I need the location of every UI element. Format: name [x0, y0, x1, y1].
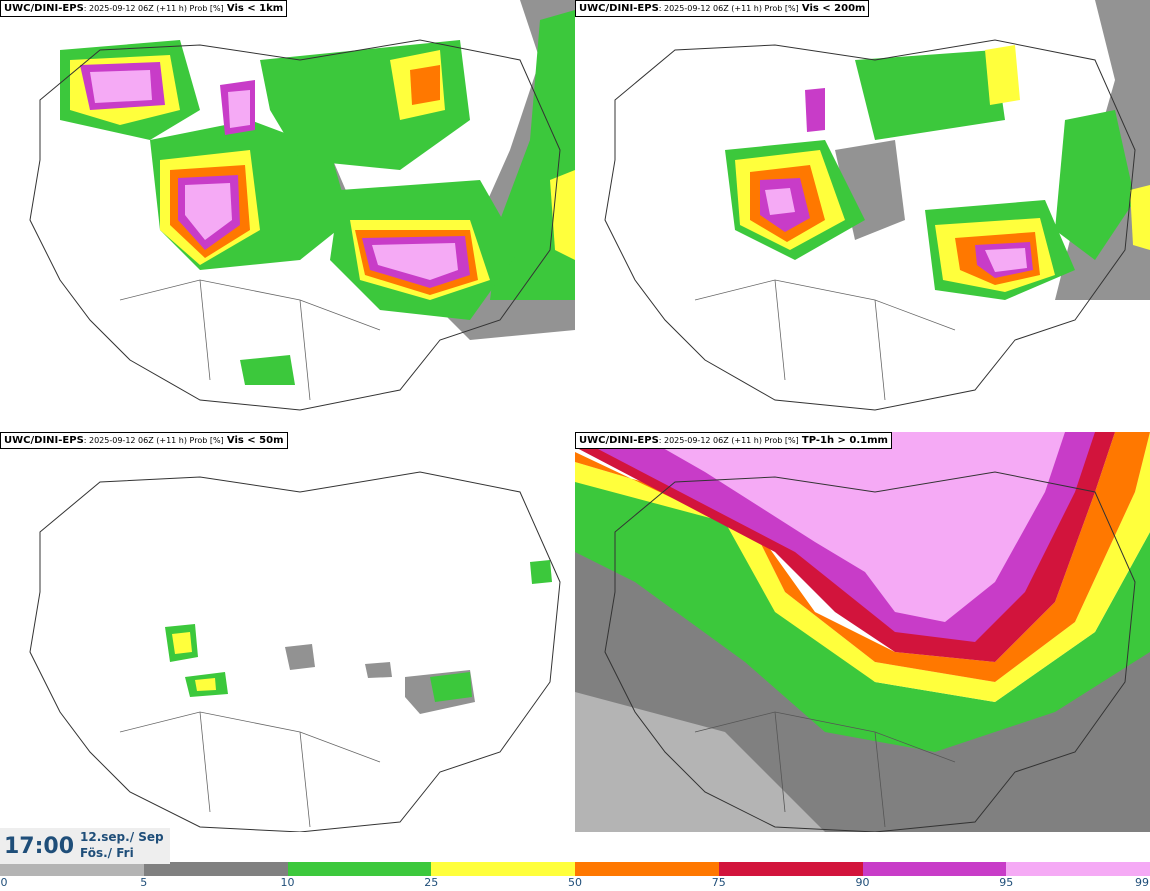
map-panel-vis-1km: UWC/DINI-EPS: 2025-09-12 06Z (+11 h) Pro…: [0, 0, 575, 432]
colorbar-tick-label: 5: [140, 876, 148, 889]
variable-name: Vis < 200m: [801, 3, 866, 14]
variable-name: TP-1h > 0.1mm: [801, 435, 888, 446]
colorbar-tick-label: 50: [568, 876, 582, 889]
panel-title: UWC/DINI-EPS: 2025-09-12 06Z (+11 h) Pro…: [575, 432, 892, 449]
colorbar-tick-label: 90: [855, 876, 870, 889]
colorbar-tick-label: 99: [1135, 876, 1149, 889]
model-name: UWC/DINI-EPS: [4, 3, 84, 14]
model-name: UWC/DINI-EPS: [579, 3, 659, 14]
colorbar-segment: [1006, 862, 1150, 876]
colorbar-segment: [0, 862, 144, 876]
model-name: UWC/DINI-EPS: [579, 435, 659, 446]
colorbar-segment: [575, 862, 719, 876]
variable-name: Vis < 1km: [226, 3, 284, 14]
panel-title: UWC/DINI-EPS: 2025-09-12 06Z (+11 h) Pro…: [0, 432, 288, 449]
map-panel-precip: UWC/DINI-EPS: 2025-09-12 06Z (+11 h) Pro…: [575, 432, 1150, 864]
colorbar-segment: [143, 862, 288, 876]
colorbar-tick-label: 10: [280, 876, 295, 889]
variable-name: Vis < 50m: [226, 435, 284, 446]
model-name: UWC/DINI-EPS: [4, 435, 84, 446]
map-precip: [575, 432, 1150, 832]
colorbar-segment: [431, 862, 575, 876]
run-info: : 2025-09-12 06Z (+11 h) Prob [%]: [658, 436, 799, 445]
colorbar-tick-label: 95: [999, 876, 1014, 889]
map-vis-1km: [29, 0, 575, 411]
panel-title: UWC/DINI-EPS: 2025-09-12 06Z (+11 h) Pro…: [0, 0, 288, 17]
run-info: : 2025-09-12 06Z (+11 h) Prob [%]: [83, 4, 224, 13]
colorbar-tick-label: 0: [0, 876, 8, 889]
probability-colorbar: 0 5 10 25 50 75 90 95 99: [0, 862, 1150, 891]
map-vis-200m: [604, 0, 1150, 411]
colorbar-segment: [718, 862, 863, 876]
valid-time-box: 17:00 12.sep./ Sep Fös./ Fri: [0, 828, 170, 864]
map-vis-50m: [29, 471, 561, 832]
colorbar-segment: [862, 862, 1007, 876]
map-panel-vis-200m: UWC/DINI-EPS: 2025-09-12 06Z (+11 h) Pro…: [575, 0, 1150, 432]
valid-date: 12.sep./ Sep: [80, 830, 164, 844]
map-panel-vis-50m: UWC/DINI-EPS: 2025-09-12 06Z (+11 h) Pro…: [0, 432, 575, 864]
colorbar-tick-label: 75: [711, 876, 726, 889]
valid-weekday: Fös./ Fri: [80, 846, 134, 860]
run-info: : 2025-09-12 06Z (+11 h) Prob [%]: [658, 4, 799, 13]
run-info: : 2025-09-12 06Z (+11 h) Prob [%]: [83, 436, 224, 445]
colorbar-segment: [287, 862, 432, 876]
valid-time: 17:00: [4, 834, 75, 859]
panel-title: UWC/DINI-EPS: 2025-09-12 06Z (+11 h) Pro…: [575, 0, 870, 17]
colorbar-tick-label: 25: [424, 876, 439, 889]
